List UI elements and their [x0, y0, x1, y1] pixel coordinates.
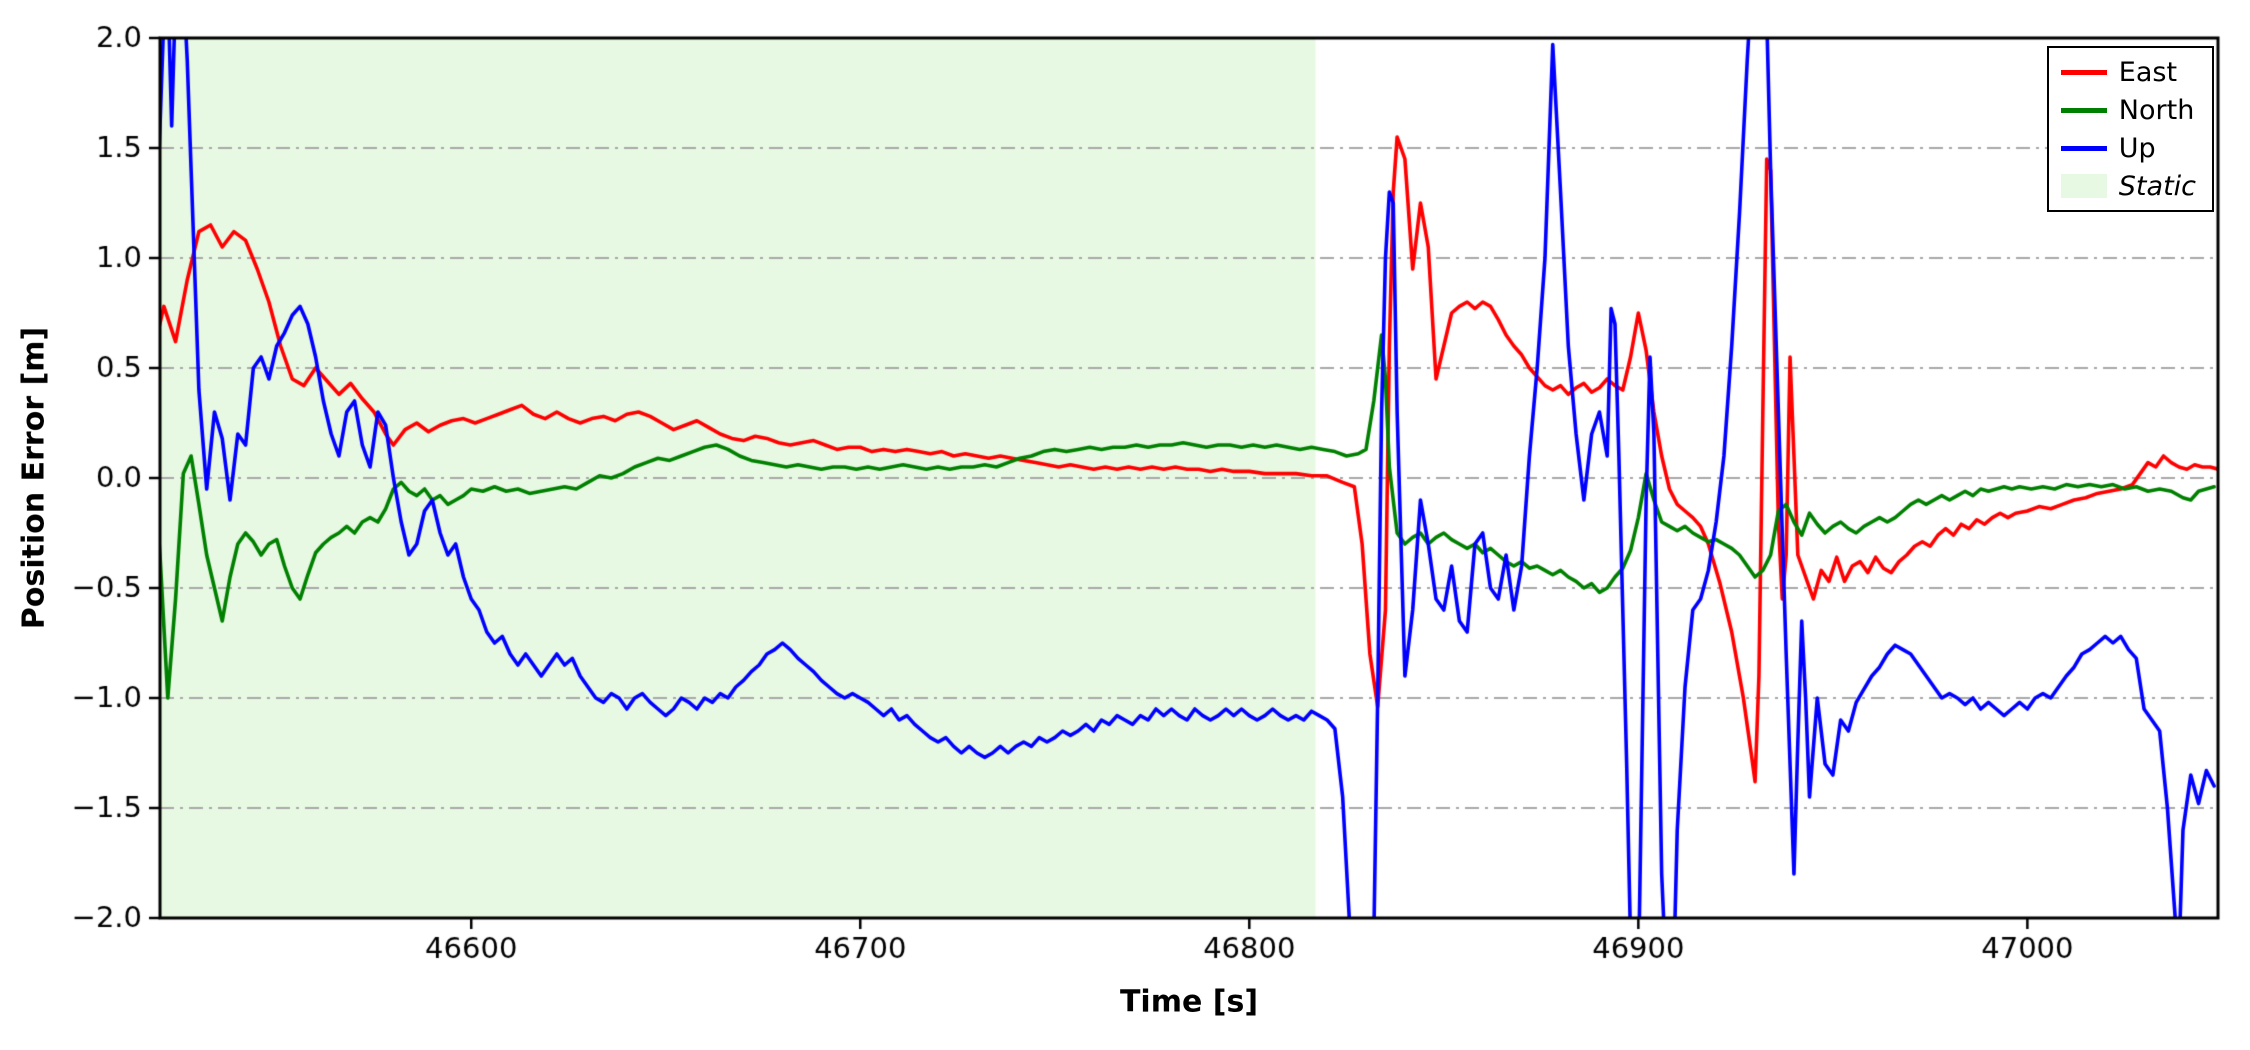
legend-item-north: North [2060, 94, 2196, 126]
legend-label-north: North [2118, 94, 2195, 126]
legend: East North Up Static [2046, 46, 2214, 212]
x-axis-label: Time [s] [1119, 984, 1259, 1020]
legend-label-up: Up [2118, 132, 2156, 164]
legend-item-static: Static [2060, 170, 2196, 202]
legend-label-east: East [2118, 56, 2178, 88]
legend-label-static: Static [2118, 170, 2196, 202]
legend-item-east: East [2060, 56, 2196, 88]
static-patch-swatch [2060, 174, 2107, 198]
legend-item-up: Up [2060, 132, 2196, 164]
east-line-swatch [2060, 69, 2107, 75]
y-axis-label: Position Error [m] [16, 326, 52, 630]
up-line-swatch [2060, 145, 2107, 151]
north-line-swatch [2060, 107, 2107, 113]
